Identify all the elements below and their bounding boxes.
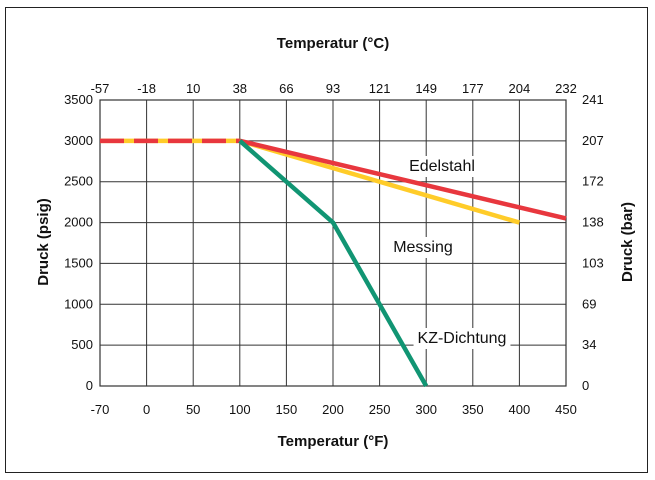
y-left-tick-label: 1000 [64,296,93,311]
x-bottom-tick-label: 350 [462,402,484,417]
y-right-axis-title: Druck (bar) [619,202,636,282]
x-top-tick-label: 38 [233,81,247,96]
x-top-tick-label: 10 [186,81,200,96]
y-left-tick-label: 500 [71,337,93,352]
series-label-edelstahl-bg [405,156,479,177]
x-bottom-tick-label: 50 [186,402,200,417]
series-lines [100,138,567,388]
series-label-kz-dichtung-bg [413,328,511,349]
x-bottom-tick-label: 450 [555,402,577,417]
y-left-tick-label: 2000 [64,215,93,230]
y-left-tick-label: 3500 [64,92,93,107]
series-label-messing-bg [389,237,457,258]
series-label-messing: Messing [393,239,453,256]
x-bottom-tick-label: 0 [143,402,150,417]
x-top-tick-label: -18 [137,81,156,96]
x-top-tick-label: 177 [462,81,484,96]
y-left-axis-title: Druck (psig) [35,198,52,286]
y-right-tick-label: 241 [582,92,604,107]
x-bottom-tick-label: 100 [229,402,251,417]
x-top-tick-label: -57 [91,81,110,96]
x-bottom-axis-title: Temperatur (°F) [278,433,389,450]
y-right-tick-label: 0 [582,378,589,393]
x-top-tick-label: 93 [326,81,340,96]
y-right-tick-label: 103 [582,255,604,270]
x-top-tick-label: 232 [555,81,577,96]
series-label-edelstahl: Edelstahl [409,158,475,175]
x-top-tick-label: 204 [509,81,531,96]
y-right-tick-label: 207 [582,133,604,148]
series-line-edelstahl [239,138,567,221]
series-labels: Edelstahl Messing KZ-Dichtung [389,156,511,349]
x-top-tick-label: 121 [369,81,391,96]
y-left-tick-label: 2500 [64,174,93,189]
series-line-messing [239,138,521,225]
y-right-tick-label: 172 [582,174,604,189]
y-right-tick-label: 138 [582,215,604,230]
x-bottom-tick-label: 400 [509,402,531,417]
x-bottom-tick-label: 150 [276,402,298,417]
y-left-tick-label: 3000 [64,133,93,148]
series-line-kz-dichtung [238,139,429,388]
x-top-axis-title: Temperatur (°C) [277,35,389,52]
chart-frame [5,7,648,473]
x-top-tick-label: 66 [279,81,293,96]
y-left-tick-label: 0 [86,378,93,393]
x-bottom-tick-label: -70 [91,402,110,417]
y-right-tick-label: 34 [582,337,596,352]
tick-labels: -70 0 50 100 150 200 250 300 350 400 450 -57 -18 10 38… [64,81,604,417]
y-left-tick-label: 1500 [64,255,93,270]
x-top-tick-label: 149 [415,81,437,96]
series-label-kz-dichtung: KZ-Dichtung [418,330,507,347]
x-bottom-tick-label: 250 [369,402,391,417]
y-right-tick-label: 69 [582,296,596,311]
x-bottom-tick-label: 300 [415,402,437,417]
x-bottom-tick-label: 200 [322,402,344,417]
